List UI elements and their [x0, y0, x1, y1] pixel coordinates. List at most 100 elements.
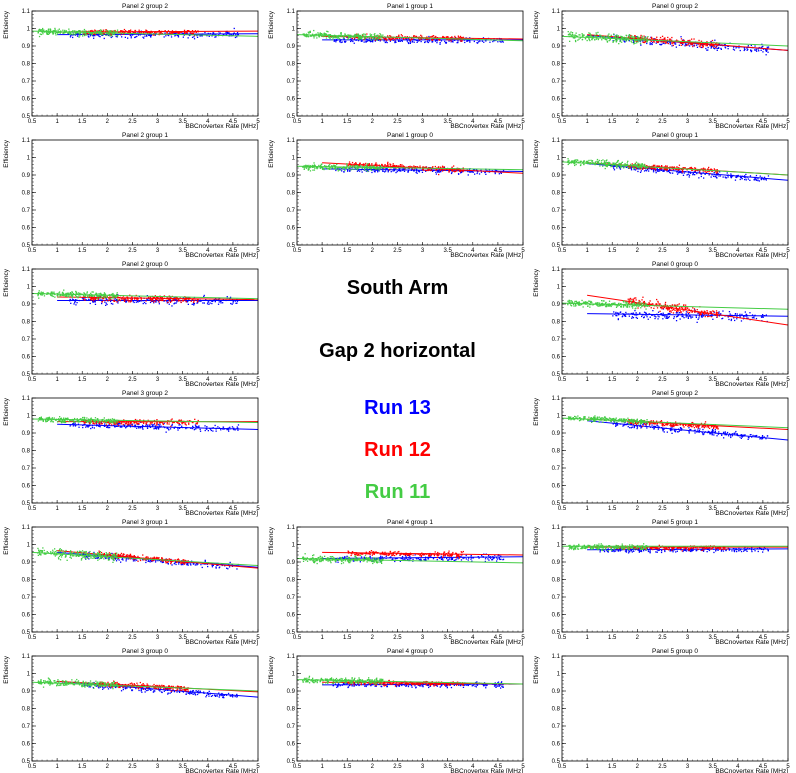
y-tick-label: 0.9: [22, 173, 31, 179]
data-point: [468, 174, 469, 175]
data-point: [709, 174, 710, 175]
data-point: [737, 313, 738, 314]
data-point: [757, 180, 758, 181]
data-point: [320, 33, 321, 34]
data-point: [367, 163, 368, 164]
data-point: [671, 45, 672, 46]
data-point: [645, 170, 646, 171]
data-point: [481, 172, 482, 173]
data-point: [306, 35, 307, 36]
data-point: [653, 171, 654, 172]
data-point: [178, 36, 179, 37]
data-point: [662, 318, 663, 319]
data-point: [684, 45, 685, 46]
data-point: [754, 49, 755, 50]
data-point: [644, 170, 645, 171]
y-tick-label: 0.5: [287, 243, 296, 249]
data-point: [215, 301, 216, 302]
data-point: [111, 35, 112, 36]
data-point: [682, 44, 683, 45]
data-point: [361, 38, 362, 39]
data-point: [683, 167, 684, 168]
y-tick-label: 0.8: [552, 62, 561, 68]
y-tick-label: 0.5: [22, 243, 31, 249]
data-point: [578, 34, 579, 35]
data-point: [127, 38, 128, 39]
data-point: [314, 169, 315, 170]
data-point: [98, 31, 99, 32]
data-point: [696, 317, 697, 318]
data-point: [641, 167, 642, 168]
data-point: [643, 317, 644, 318]
data-point: [90, 35, 91, 36]
data-point: [432, 167, 433, 168]
data-point: [454, 171, 455, 172]
data-point: [759, 180, 760, 181]
chart-data-group: [562, 295, 788, 325]
data-point: [155, 299, 156, 300]
data-point: [640, 35, 641, 36]
data-point: [326, 37, 327, 38]
data-point: [70, 299, 71, 300]
data-point: [655, 169, 656, 170]
data-point: [226, 32, 227, 33]
data-point: [362, 37, 363, 38]
data-point: [625, 37, 626, 38]
data-point: [698, 319, 699, 320]
data-point: [332, 37, 333, 38]
data-point: [689, 40, 690, 41]
data-point: [117, 299, 118, 300]
data-point: [694, 170, 695, 171]
data-point: [714, 40, 715, 41]
data-point: [124, 29, 125, 30]
data-point: [185, 299, 186, 300]
data-point: [91, 34, 92, 35]
data-point: [632, 167, 633, 168]
data-point: [358, 39, 359, 40]
data-point: [350, 169, 351, 170]
data-point: [370, 34, 371, 35]
data-point: [644, 37, 645, 38]
data-point: [740, 177, 741, 178]
data-point: [338, 37, 339, 38]
y-tick-label: 0.8: [287, 62, 296, 68]
data-point: [108, 300, 109, 301]
data-point: [634, 41, 635, 42]
data-point: [407, 41, 408, 42]
data-point: [381, 39, 382, 40]
data-point: [319, 36, 320, 37]
data-point: [193, 300, 194, 301]
data-point: [720, 175, 721, 176]
data-point: [112, 34, 113, 35]
y-axis-label: Efficiency: [3, 10, 10, 38]
plot-frame: [562, 11, 788, 116]
data-point: [119, 299, 120, 300]
data-point: [657, 42, 658, 43]
x-tick-label: 2: [371, 119, 375, 125]
data-point: [662, 36, 663, 37]
data-point: [144, 36, 145, 37]
data-point: [404, 171, 405, 172]
data-point: [483, 42, 484, 43]
data-point: [669, 39, 670, 40]
data-point: [74, 302, 75, 303]
data-point: [661, 168, 662, 169]
data-point: [569, 41, 570, 42]
data-point: [90, 30, 91, 31]
y-axis-label: Efficiency: [533, 139, 540, 167]
data-point: [705, 48, 706, 49]
data-point: [63, 290, 64, 291]
data-point: [637, 163, 638, 164]
data-point: [643, 36, 644, 37]
chart-title: Panel 0 group 1: [652, 132, 698, 139]
data-point: [682, 171, 683, 172]
data-point: [104, 302, 105, 303]
y-tick-label: 0.7: [287, 208, 296, 214]
y-tick-label: 1: [557, 27, 561, 33]
data-point: [86, 34, 87, 35]
data-point: [154, 301, 155, 302]
data-point: [57, 33, 58, 34]
data-point: [393, 38, 394, 39]
data-point: [153, 34, 154, 35]
